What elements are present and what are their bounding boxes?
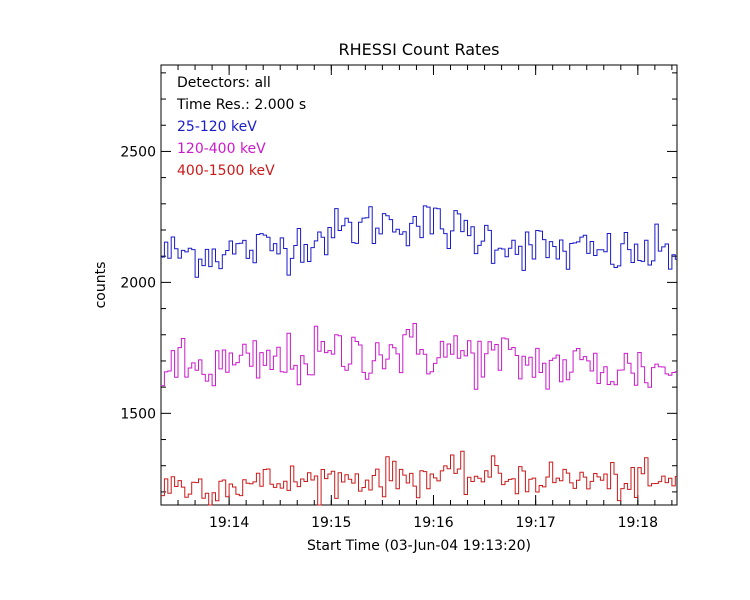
x-tick-label: 19:16 [413, 515, 453, 531]
chart-title: RHESSI Count Rates [339, 40, 500, 59]
plot-border [160, 64, 678, 506]
axis-ticks: 19:14 19:15 19:16 19:17 19:18 1500 2000 2500 [120, 65, 677, 531]
x-tick-label: 19:14 [209, 515, 249, 531]
series-line-2 [161, 323, 677, 390]
x-tick-label: 19:18 [618, 515, 658, 531]
y-axis-label: counts [93, 262, 109, 309]
x-tick-label: 19:15 [311, 515, 351, 531]
plot-frame [160, 64, 678, 506]
y-tick-label: 2500 [120, 144, 156, 160]
annotation-text: Time Res.: 2.000 s [176, 97, 306, 113]
series-group [161, 205, 677, 506]
series-line-1 [161, 205, 677, 278]
legend-entry: 120-400 keV [177, 141, 266, 157]
legend-entry: 400-1500 keV [177, 163, 275, 179]
x-axis-label: Start Time (03-Jun-04 19:13:20) [307, 538, 531, 554]
legend: Detectors: all Time Res.: 2.000 s 25-120 k… [176, 75, 306, 179]
annotation-text: Detectors: all [177, 75, 271, 91]
series-line-3 [161, 450, 677, 506]
x-tick-label: 19:17 [515, 515, 555, 531]
y-tick-label: 2000 [120, 275, 156, 291]
legend-entry: 25-120 keV [177, 119, 257, 135]
y-tick-label: 1500 [120, 406, 156, 422]
